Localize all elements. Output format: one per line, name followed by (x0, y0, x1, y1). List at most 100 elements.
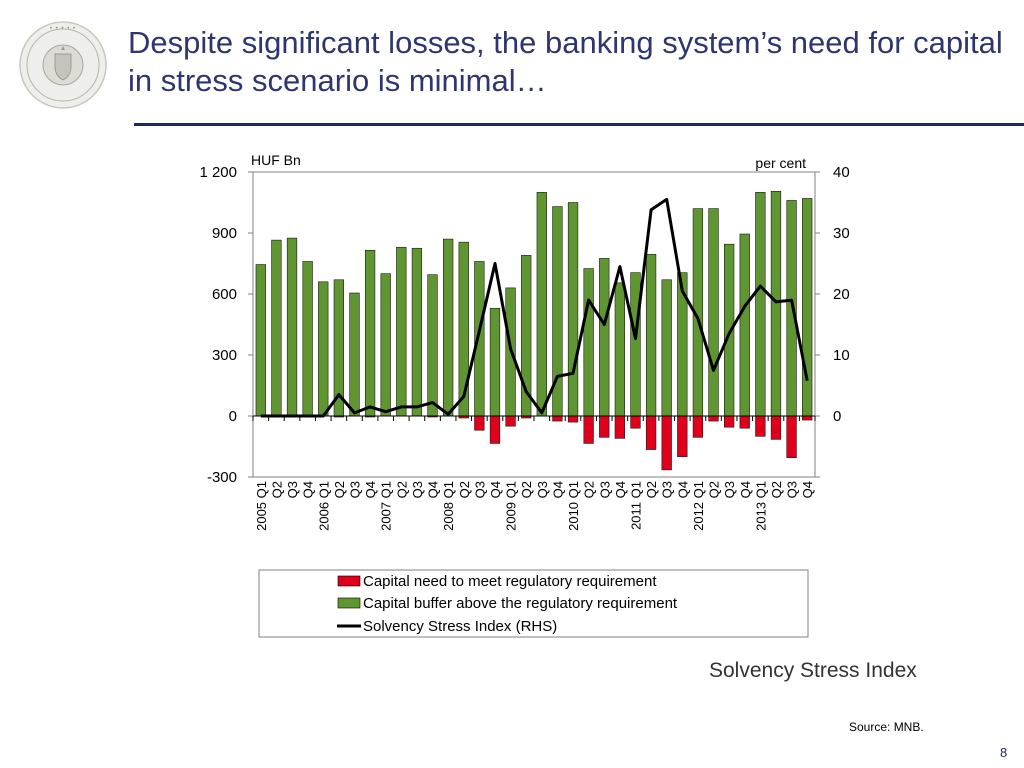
plot-area (252, 171, 816, 478)
bar-capital-buffer (489, 307, 501, 417)
category-label: Q2 (644, 481, 659, 498)
bar-capital-buffer (458, 241, 469, 417)
bar-capital-buffer (786, 200, 797, 417)
bar-capital-need (692, 415, 704, 438)
page-number: 8 (1000, 745, 1008, 760)
category-label: Q2 (519, 481, 534, 498)
category-label: 2011 Q1 (628, 481, 643, 530)
legend-label-need: Capital need to meet regulatory requirem… (363, 573, 657, 590)
category-label: Q4 (488, 481, 503, 498)
bar-capital-need (552, 415, 563, 422)
bar-capital-buffer (302, 261, 313, 417)
category-label: Q2 (269, 481, 284, 498)
right-unit-label: per cent (755, 155, 806, 171)
bar-capital-need (474, 415, 485, 431)
category-label: Q4 (363, 481, 378, 498)
legend-swatch-need (337, 575, 361, 587)
category-label: Q2 (769, 481, 784, 498)
category-label: Q2 (582, 481, 597, 498)
bar-capital-buffer (271, 239, 282, 417)
category-label: Q3 (535, 481, 550, 498)
bar-capital-buffer (708, 208, 719, 417)
source-note: Source: MNB. (849, 720, 924, 734)
bar-capital-buffer (411, 247, 423, 417)
category-label: Q2 (457, 481, 472, 498)
svg-text:• • • • •: • • • • • (50, 26, 76, 32)
bar-capital-buffer (661, 279, 672, 417)
bar-capital-need (583, 415, 594, 444)
category-label: Q2 (332, 481, 347, 498)
category-label: Q3 (597, 481, 612, 498)
category-ticks (252, 416, 816, 421)
bar-capital-buffer (255, 264, 266, 417)
bar-capital-need (645, 415, 657, 450)
bar-capital-need (567, 415, 579, 423)
series-line-solvency-stress-index (260, 197, 809, 418)
category-label: Q4 (800, 481, 815, 498)
category-labels: 2005 Q1 Q2 Q3 Q4 2006 Q1 Q2 Q3 Q4 2007 Q1 Q2 Q3 Q4 2… (254, 481, 815, 531)
bar-capital-buffer (380, 273, 391, 417)
left-axis: 1 200 900 600 300 0 -300 (199, 164, 253, 486)
category-label: 2012 Q1 (691, 481, 706, 531)
category-label: Q3 (722, 481, 737, 498)
bar-capital-buffer (770, 191, 782, 417)
right-tick-label: 10 (833, 347, 850, 364)
bar-capital-buffer (396, 246, 407, 417)
bar-capital-need (723, 415, 735, 428)
bars (255, 191, 813, 471)
legend-swatch-buffer (337, 597, 361, 609)
title-rule (134, 123, 1024, 126)
bar-capital-buffer (645, 254, 657, 417)
bar-capital-buffer (802, 198, 813, 417)
category-label: Q4 (738, 481, 753, 498)
bar-capital-need (708, 415, 719, 422)
left-unit-label: HUF Bn (251, 152, 301, 168)
right-axis: 40 30 20 10 0 (815, 164, 850, 478)
bar-capital-buffer (599, 258, 610, 417)
category-label: 2009 Q1 (504, 481, 519, 531)
bar-capital-need (770, 415, 782, 440)
bar-capital-buffer (427, 274, 438, 417)
bar-capital-buffer (614, 282, 626, 417)
bar-capital-need (599, 415, 610, 438)
right-tick-label: 20 (833, 286, 850, 303)
right-tick-label: 30 (833, 225, 850, 242)
category-label: 2010 Q1 (566, 481, 581, 531)
bar-capital-need (677, 415, 688, 457)
slide-subtitle: Solvency Stress Index (709, 659, 917, 682)
category-label: Q3 (410, 481, 425, 498)
category-label: Q3 (660, 481, 675, 498)
category-label: Q3 (472, 481, 487, 498)
left-tick-label: 900 (212, 225, 237, 242)
slide-title: Despite significant losses, the banking … (128, 25, 1003, 98)
right-tick-label: 40 (833, 164, 850, 181)
bar-capital-need (802, 415, 813, 421)
bar-capital-buffer (364, 249, 376, 417)
left-tick-label: 600 (212, 286, 237, 303)
category-label: Q3 (785, 481, 800, 498)
left-tick-label: 1 200 (199, 164, 237, 181)
category-label: Q3 (347, 481, 362, 498)
right-tick-label: 0 (833, 408, 841, 425)
bar-capital-buffer (286, 237, 298, 417)
bar-capital-need (630, 415, 641, 429)
left-tick-label: 300 (212, 347, 237, 364)
bar-capital-buffer (349, 292, 360, 417)
bar-capital-buffer (630, 272, 641, 417)
bar-capital-need (755, 415, 766, 437)
bar-capital-need (505, 415, 516, 427)
category-label: Q2 (707, 481, 722, 498)
bar-capital-need (739, 415, 750, 429)
left-tick-label: -300 (207, 469, 237, 486)
bar-capital-buffer (739, 233, 750, 417)
category-label: 2006 Q1 (316, 481, 331, 531)
bar-capital-buffer (583, 268, 594, 417)
bar-capital-buffer (536, 192, 547, 417)
bar-capital-buffer (318, 281, 329, 417)
bar-capital-need (661, 415, 672, 471)
legend-label-line: Solvency Stress Index (RHS) (363, 618, 557, 635)
mnb-logo: • • • • • (19, 21, 107, 109)
category-label: Q3 (285, 481, 300, 498)
category-label: Q2 (394, 481, 409, 498)
